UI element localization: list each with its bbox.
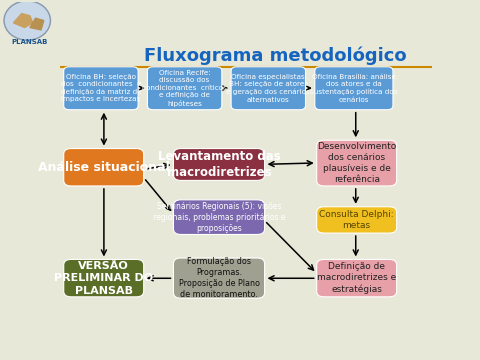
FancyBboxPatch shape	[317, 140, 396, 186]
FancyBboxPatch shape	[147, 67, 222, 110]
Text: Análise situacional: Análise situacional	[38, 161, 169, 174]
FancyBboxPatch shape	[173, 200, 264, 234]
FancyBboxPatch shape	[64, 67, 138, 110]
FancyBboxPatch shape	[64, 260, 144, 297]
Text: Oficina BH: seleção
dos  condicionantes  e
definição da matriz de
impactos e inc: Oficina BH: seleção dos condicionantes e…	[60, 74, 141, 103]
Text: Oficina especialistas
BH: seleção de atores
e geração dos cenários
alternativos: Oficina especialistas BH: seleção de ato…	[227, 74, 310, 103]
FancyBboxPatch shape	[317, 207, 396, 233]
Text: Fluxograma metodológico: Fluxograma metodológico	[144, 46, 407, 65]
Text: Levantamento das
macrodiretrizes: Levantamento das macrodiretrizes	[157, 150, 280, 179]
Text: Oficina Recife:
discussão dos
condicionantes  críticos
e definição de
hipóteses: Oficina Recife: discussão dos condiciona…	[142, 69, 227, 107]
Text: Consulta Delphi:
metas: Consulta Delphi: metas	[319, 210, 394, 230]
FancyBboxPatch shape	[64, 149, 144, 186]
Text: Formulação dos
Programas.
Proposição de Plano
de monitoramento.: Formulação dos Programas. Proposição de …	[179, 257, 260, 299]
FancyBboxPatch shape	[231, 67, 305, 110]
Polygon shape	[13, 13, 33, 28]
Text: Oficina Brasília: análise
dos atores e da
sustentação política dos
cenários: Oficina Brasília: análise dos atores e d…	[310, 74, 397, 103]
Text: Definição de
macrodiretrizes e
estratégias: Definição de macrodiretrizes e estratégi…	[317, 262, 396, 294]
FancyBboxPatch shape	[317, 260, 396, 297]
Text: Seminários Regionais (5): visões
regionais, problemas prioritários e
proposições: Seminários Regionais (5): visões regiona…	[153, 202, 285, 233]
FancyBboxPatch shape	[173, 258, 264, 298]
FancyBboxPatch shape	[173, 149, 264, 180]
Text: Desenvolvimento
dos cenários
plausíveis e de
referência: Desenvolvimento dos cenários plausíveis …	[317, 142, 396, 184]
FancyBboxPatch shape	[315, 67, 393, 110]
Text: PLANSAB: PLANSAB	[12, 39, 48, 45]
Text: VERSÃO
PRELIMINAR DO
PLANSAB: VERSÃO PRELIMINAR DO PLANSAB	[54, 261, 153, 296]
Circle shape	[4, 1, 50, 40]
Polygon shape	[30, 18, 44, 30]
